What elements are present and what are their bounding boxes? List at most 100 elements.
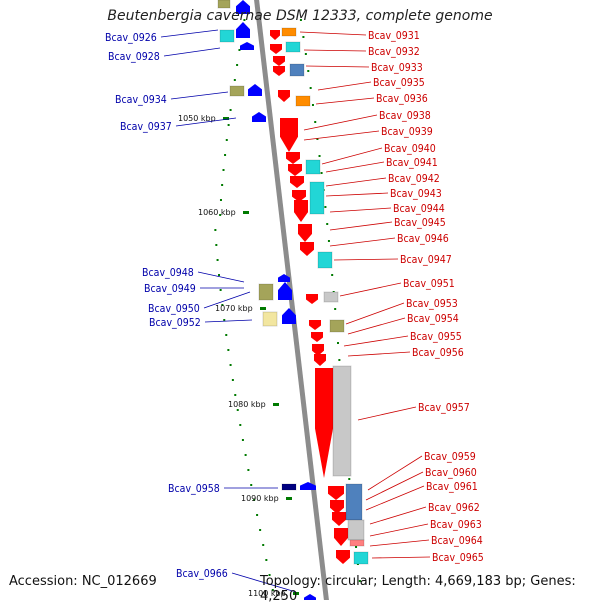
feature-box (353, 551, 369, 565)
feature-box-reverse (219, 29, 235, 43)
gene-arrow-forward (273, 56, 285, 66)
inner-guide-left-dot (221, 184, 224, 186)
leader-line-left (203, 291, 251, 309)
leader-line-left (160, 29, 219, 38)
ruler-label: 1090 kbp (241, 494, 279, 503)
leader-line-right (371, 556, 431, 559)
outer-guide-right-dot (299, 19, 302, 21)
gene-label-right: Bcav_0956 (412, 347, 464, 359)
feature-box (317, 251, 333, 269)
gene-label-right: Bcav_0954 (407, 313, 459, 325)
gene-label-left: Bcav_0950 (148, 303, 200, 315)
feature-box (305, 159, 321, 175)
leader-line-right (329, 237, 396, 247)
outer-guide-right-dot (311, 104, 314, 106)
gene-arrow-forward (312, 344, 324, 356)
gene-label-right: Bcav_0965 (432, 552, 484, 564)
gene-arrow-forward (314, 354, 326, 366)
gene-label-right: Bcav_0953 (406, 298, 458, 310)
gene-label-right: Bcav_0943 (390, 188, 442, 200)
gene-arrow-forward (334, 528, 348, 546)
gene-label-left: Bcav_0934 (115, 94, 167, 106)
inner-guide-left-dot (243, 19, 246, 21)
outer-guide-right-dot (331, 274, 334, 276)
gene-label-right: Bcav_0960 (425, 467, 477, 479)
leader-line-right (369, 539, 430, 547)
inner-guide-left-dot (271, 589, 274, 591)
ruler-tick (260, 307, 266, 310)
leader-line-right (321, 147, 383, 165)
gene-arrow-forward (290, 176, 304, 188)
inner-guide-left-dot (218, 274, 221, 276)
inner-guide-left-dot (221, 304, 224, 306)
outer-guide-right-dot (358, 580, 361, 582)
gene-arrow-reverse (300, 482, 316, 490)
gene-label-right: Bcav_0959 (424, 451, 476, 463)
gene-label-left: Bcav_0948 (142, 267, 194, 279)
ruler-tick (286, 497, 292, 500)
feature-box (295, 95, 311, 107)
leader-line-left (204, 319, 253, 323)
outer-guide-right-dot (336, 342, 339, 344)
gene-arrow-forward (294, 200, 308, 222)
gene-label-right: Bcav_0936 (376, 93, 428, 105)
outer-guide-right-dot (309, 87, 312, 89)
leader-line-right (325, 177, 387, 187)
inner-guide-left-dot (224, 154, 227, 156)
gene-label-left: Bcav_0958 (168, 483, 220, 495)
gene-arrow-reverse (248, 84, 262, 96)
gene-label-right: Bcav_0931 (368, 30, 420, 42)
gene-arrow-reverse (252, 112, 266, 122)
inner-guide-left-dot (236, 64, 239, 66)
gene-arrow-forward (336, 550, 350, 564)
inner-guide-left-dot (214, 229, 217, 231)
ruler-label: 1050 kbp (178, 114, 216, 123)
ruler-label: 1060 kbp (198, 208, 236, 217)
inner-guide-left-dot (229, 109, 232, 111)
inner-guide-left-dot (223, 319, 226, 321)
ruler-tick (293, 592, 299, 595)
inner-guide-left-dot (219, 199, 222, 201)
ruler-tick (243, 211, 249, 214)
gene-arrow-reverse (240, 42, 254, 50)
gene-label-right: Bcav_0962 (428, 502, 480, 514)
feature-box (323, 291, 339, 303)
leader-line-right (315, 97, 375, 105)
feature-box (285, 41, 301, 53)
outer-guide-right-dot (314, 121, 317, 123)
leader-line-left (175, 117, 237, 127)
inner-guide-left-dot (239, 424, 242, 426)
gene-label-right: Bcav_0939 (381, 126, 433, 138)
outer-guide-right-dot (304, 53, 307, 55)
gene-label-right: Bcav_0957 (418, 402, 470, 414)
feature-box-reverse (262, 311, 278, 327)
leader-line-left (197, 271, 245, 283)
gene-label-right: Bcav_0963 (430, 519, 482, 531)
gene-label-left: Bcav_0952 (149, 317, 201, 329)
gene-label-left: Bcav_0926 (105, 32, 157, 44)
feature-box-reverse (281, 483, 297, 491)
outer-guide-right-dot (324, 206, 327, 208)
feature-box (345, 483, 363, 521)
gene-label-right: Bcav_0964 (431, 535, 483, 547)
leader-line-right (325, 161, 385, 173)
leader-line-right (367, 455, 423, 491)
outer-guide-right-dot (302, 36, 305, 38)
leader-line-right (369, 506, 427, 525)
feature-box (332, 365, 352, 477)
leader-line-right (317, 81, 372, 91)
leader-line-left (163, 47, 221, 57)
gene-arrow-forward (328, 486, 344, 500)
inner-guide-left-dot (262, 544, 265, 546)
inner-guide-left-dot (265, 559, 268, 561)
leader-line-right (333, 258, 399, 261)
leader-line-right (339, 282, 402, 297)
leader-line-right (345, 302, 405, 325)
inner-guide-left-dot (247, 469, 250, 471)
gene-label-right: Bcav_0932 (368, 46, 420, 58)
outer-guide-right-dot (327, 240, 330, 242)
inner-guide-left-dot (253, 499, 256, 501)
leader-line-right (329, 207, 392, 213)
